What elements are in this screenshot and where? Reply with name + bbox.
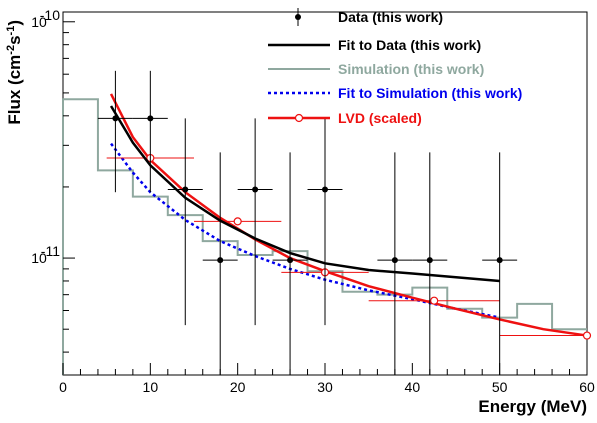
y-tick-label: 10-11 xyxy=(31,243,60,266)
legend-label: LVD (scaled) xyxy=(338,110,422,126)
legend-label: Simulation (this work) xyxy=(338,61,484,77)
y-axis-title-part: -1 xyxy=(5,26,17,36)
legend-lvd-marker xyxy=(294,113,304,123)
legend-data-marker xyxy=(295,14,301,20)
y-axis-title-part: Flux (cm xyxy=(5,55,24,125)
data-point xyxy=(287,257,294,264)
data-point xyxy=(217,257,224,264)
data-series-layer xyxy=(97,70,518,375)
lvd-curve xyxy=(109,93,588,337)
simulation-histogram xyxy=(62,98,587,375)
y-axis-title-part: ) xyxy=(5,20,24,26)
legend-item: Fit to Simulation (this work) xyxy=(268,85,522,101)
y-tick-exponent: -10 xyxy=(40,7,60,23)
y-tick-base: 10 xyxy=(31,14,47,30)
x-tick-label: 30 xyxy=(317,379,333,395)
x-tick-label: 40 xyxy=(405,379,421,395)
simulation-series-layer xyxy=(62,98,587,375)
y-axis-title: Flux (cm-2s-1) xyxy=(5,20,24,125)
lvd-point xyxy=(582,331,592,340)
data-point xyxy=(182,186,189,193)
lvd-point xyxy=(233,217,242,226)
data-point xyxy=(147,115,154,122)
legend-item: Data (this work) xyxy=(295,8,443,26)
legend-label: Data (this work) xyxy=(338,9,443,25)
y-tick-exponent: -11 xyxy=(41,243,60,259)
legend-item: Simulation (this work) xyxy=(268,61,484,77)
fit-simulation-series-layer xyxy=(110,142,500,319)
data-point xyxy=(322,186,328,193)
fit-data-curve xyxy=(109,105,500,283)
data-point xyxy=(252,186,259,193)
y-axis-title-part: -2 xyxy=(5,45,17,55)
fit-data-series-layer xyxy=(109,105,500,283)
x-tick-label: 10 xyxy=(143,379,159,395)
lvd-series-layer xyxy=(106,93,592,340)
legend-label: Fit to Data (this work) xyxy=(338,37,481,53)
y-tick-base: 10 xyxy=(31,250,47,266)
legend-item: LVD (scaled) xyxy=(268,110,422,126)
x-tick-label: 0 xyxy=(59,379,67,395)
data-point xyxy=(426,257,433,264)
data-point xyxy=(391,257,398,264)
x-tick-label: 50 xyxy=(492,379,508,395)
lvd-point xyxy=(430,296,439,305)
legend-item: Fit to Data (this work) xyxy=(268,37,481,53)
y-axis-title-part: s xyxy=(5,35,24,44)
data-point xyxy=(112,115,119,122)
x-tick-label: 60 xyxy=(579,379,595,395)
y-tick-label: 10-10 xyxy=(31,7,60,30)
x-axis-title: Energy (MeV) xyxy=(478,397,587,416)
x-tick-label: 20 xyxy=(230,379,246,395)
data-point xyxy=(496,257,503,264)
fit-simulation-curve xyxy=(110,142,500,319)
legend: Data (this work) Fit to Data (this work) S… xyxy=(268,8,522,126)
legend-label: Fit to Simulation (this work) xyxy=(338,85,522,101)
